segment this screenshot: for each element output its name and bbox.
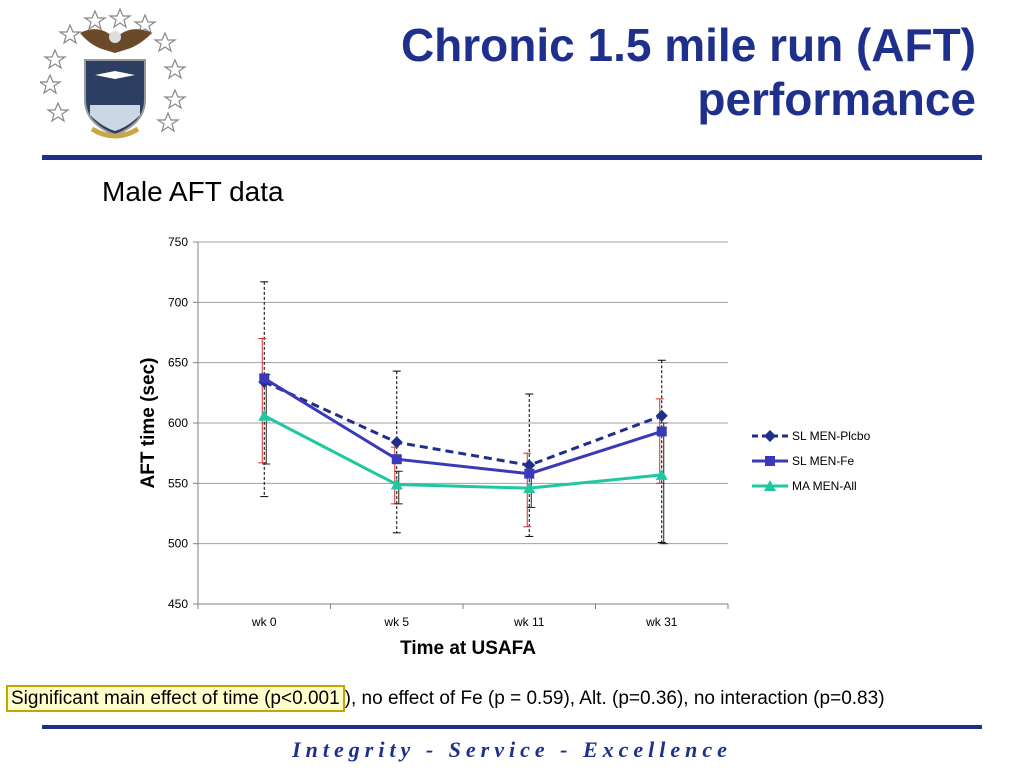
x-tick-label: wk 5 — [383, 615, 409, 629]
footnote: Significant main effect of time (p<0.001… — [6, 685, 1016, 712]
data-point-sl-men-fe — [391, 454, 402, 465]
slide-title-line1: Chronic 1.5 mile run (AFT) — [400, 19, 976, 71]
footnote-rest: ), no effect of Fe (p = 0.59), Alt. (p=0… — [344, 688, 885, 709]
footer-motto: Integrity - Service - Excellence — [292, 737, 732, 762]
data-point-sl-men-plcbo — [523, 459, 536, 472]
data-point-sl-men-plcbo — [655, 409, 668, 422]
line-chart: 450 500 550 600 650 700 750 wk 0 wk 5 wk 11 wk 31 T… — [138, 235, 871, 659]
x-axis-label: Time at USAFA — [400, 638, 536, 659]
usafa-seal-logo — [40, 7, 187, 139]
slide-title: Chronic 1.5 mile run (AFT) performance — [276, 18, 976, 126]
data-point-sl-men-fe — [259, 373, 270, 384]
y-tick-label: 750 — [168, 235, 188, 249]
y-axis-label: AFT time (sec) — [138, 358, 159, 489]
series-line-sl-men-plcbo — [263, 380, 663, 467]
y-tick-label: 600 — [168, 416, 188, 430]
legend-marker-sl-men-plcbo — [764, 430, 776, 442]
y-tick-label: 550 — [168, 476, 188, 490]
y-tick-label: 450 — [168, 597, 188, 611]
data-point-ma-men-all — [258, 409, 271, 421]
legend-label-ma-men-all: MA MEN-All — [792, 479, 857, 493]
slide-title-line2: performance — [697, 73, 976, 125]
chart-subtitle: Male AFT data — [102, 176, 284, 207]
x-tick-label: wk 11 — [513, 615, 545, 629]
legend-marker-sl-men-fe — [765, 456, 775, 466]
data-point-ma-men-all — [523, 482, 536, 494]
data-point-sl-men-fe — [524, 468, 535, 479]
header-divider — [42, 155, 982, 160]
y-tick-label: 650 — [168, 356, 188, 370]
data-point-ma-men-all — [655, 468, 668, 480]
data-point-sl-men-fe — [656, 426, 667, 437]
legend-label-sl-men-plcbo: SL MEN-Plcbo — [792, 429, 871, 443]
data-point-sl-men-plcbo — [390, 436, 403, 449]
legend-label-sl-men-fe: SL MEN-Fe — [792, 454, 855, 468]
x-tick-label: wk 0 — [251, 615, 277, 629]
footnote-highlight: Significant main effect of time (p<0.001 — [6, 685, 345, 712]
legend-marker-ma-men-all — [764, 480, 776, 491]
x-tick-label: wk 31 — [645, 615, 678, 629]
series-line-sl-men-fe — [263, 377, 663, 476]
y-tick-label: 700 — [168, 295, 188, 309]
y-tick-label: 500 — [168, 537, 188, 551]
footer-divider — [42, 725, 982, 729]
series-line-ma-men-all — [263, 414, 662, 490]
data-point-ma-men-all — [390, 478, 403, 490]
